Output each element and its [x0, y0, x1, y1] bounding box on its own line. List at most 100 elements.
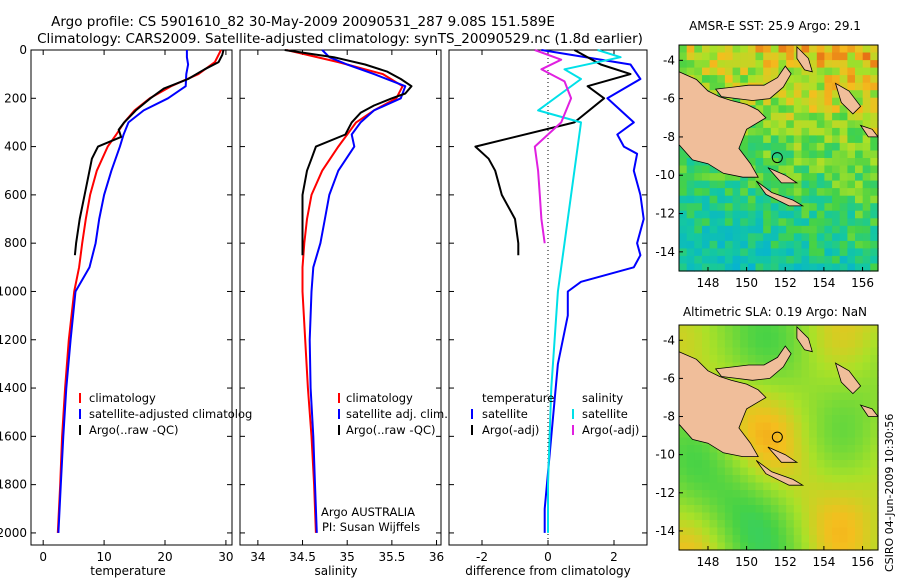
- heatmap-cell: [862, 422, 871, 431]
- heatmap-cell: [816, 475, 826, 484]
- heatmap-cell: [717, 340, 726, 349]
- heatmap-cell: [679, 430, 688, 439]
- heatmap-cell: [717, 362, 726, 371]
- heatmap-cell: [686, 512, 695, 521]
- temperature-series: [56, 49, 225, 533]
- heatmap-cell: [832, 127, 841, 136]
- heatmap-cell: [862, 497, 871, 506]
- heatmap-cell: [862, 452, 871, 461]
- heatmap-cell: [755, 210, 764, 219]
- heatmap-cell: [816, 90, 826, 99]
- heatmap-cell: [847, 415, 856, 424]
- heatmap-cell: [763, 60, 772, 69]
- heatmap-cell: [732, 340, 741, 349]
- heatmap-cell: [832, 437, 841, 446]
- heatmap-cell: [724, 67, 734, 76]
- heatmap-cell: [717, 180, 726, 189]
- heatmap-cell: [679, 210, 688, 219]
- heatmap-cell: [824, 210, 833, 219]
- heatmap-cell: [747, 460, 757, 469]
- heatmap-cell: [747, 512, 757, 521]
- heatmap-cell: [763, 180, 772, 189]
- heatmap-cell: [786, 415, 795, 424]
- heatmap-cell: [824, 340, 833, 349]
- heatmap-cell: [809, 105, 818, 114]
- heatmap-cell: [770, 527, 780, 536]
- y-tick-label: 1000: [0, 284, 27, 298]
- heatmap-cell: [694, 195, 703, 204]
- heatmap-cell: [809, 52, 818, 61]
- heatmap-cell: [816, 195, 826, 204]
- y-tick-label: -4: [663, 333, 675, 347]
- heatmap-cell: [793, 392, 803, 401]
- heatmap-cell: [832, 210, 841, 219]
- heatmap-cell: [824, 248, 833, 257]
- heatmap-cell: [747, 127, 757, 136]
- heatmap-cell: [778, 437, 787, 446]
- legend-header-temperature: temperature: [482, 391, 554, 405]
- heatmap-cell: [847, 127, 856, 136]
- heatmap-cell: [816, 512, 826, 521]
- heatmap-cell: [855, 75, 864, 84]
- heatmap-cell: [816, 203, 826, 212]
- heatmap-cell: [709, 173, 718, 182]
- heatmap-cell: [793, 452, 803, 461]
- heatmap-cell: [809, 263, 818, 272]
- heatmap-cell: [839, 165, 848, 174]
- heatmap-cell: [832, 60, 841, 69]
- heatmap-cell: [724, 195, 734, 204]
- heatmap-cell: [793, 497, 803, 506]
- y-tick-label: 600: [4, 188, 27, 202]
- heatmap-cell: [717, 475, 726, 484]
- heatmap-cell: [755, 422, 764, 431]
- x-tick-label: 35.5: [379, 550, 406, 564]
- heatmap-cell: [839, 263, 848, 272]
- heatmap-cell: [724, 332, 734, 341]
- heatmap-cell: [809, 75, 818, 84]
- heatmap-cell: [709, 180, 718, 189]
- heatmap-cell: [732, 512, 741, 521]
- heatmap-cell: [724, 497, 734, 506]
- heatmap-cell: [778, 203, 787, 212]
- heatmap-cell: [832, 225, 841, 234]
- heatmap-cell: [816, 332, 826, 341]
- heatmap-cell: [809, 165, 818, 174]
- heatmap-cell: [809, 392, 818, 401]
- heatmap-cell: [778, 97, 787, 106]
- heatmap-cell: [793, 377, 803, 386]
- heatmap-cell: [793, 467, 803, 476]
- figure-title-line2: Climatology: CARS2009. Satellite-adjuste…: [37, 31, 643, 47]
- heatmap-cell: [786, 407, 795, 416]
- heatmap-cell: [847, 445, 856, 454]
- heatmap-cell: [816, 460, 826, 469]
- heatmap-cell: [702, 75, 711, 84]
- heatmap-cell: [824, 512, 833, 521]
- heatmap-cell: [686, 482, 695, 491]
- heatmap-cell: [732, 527, 741, 536]
- heatmap-cell: [824, 218, 833, 227]
- heatmap-cell: [847, 263, 856, 272]
- heatmap-cell: [809, 240, 818, 249]
- heatmap-cell: [770, 52, 780, 61]
- heatmap-cell: [839, 512, 848, 521]
- heatmap-cell: [717, 347, 726, 356]
- heatmap-cell: [747, 142, 757, 151]
- heatmap-cell: [847, 362, 856, 371]
- heatmap-cell: [740, 460, 749, 469]
- heatmap-cell: [847, 112, 856, 121]
- x-tick-label: 150: [735, 276, 758, 290]
- heatmap-cell: [832, 377, 841, 386]
- heatmap-cell: [870, 482, 879, 491]
- heatmap-cell: [740, 415, 749, 424]
- heatmap-cell: [717, 195, 726, 204]
- heatmap-cell: [832, 180, 841, 189]
- heatmap-cell: [770, 430, 780, 439]
- heatmap-cell: [855, 407, 864, 416]
- heatmap-cell: [793, 475, 803, 484]
- heatmap-cell: [847, 248, 856, 257]
- heatmap-cell: [763, 67, 772, 76]
- heatmap-cell: [824, 407, 833, 416]
- heatmap-cell: [862, 482, 871, 491]
- heatmap-cell: [686, 347, 695, 356]
- heatmap-cell: [801, 218, 810, 227]
